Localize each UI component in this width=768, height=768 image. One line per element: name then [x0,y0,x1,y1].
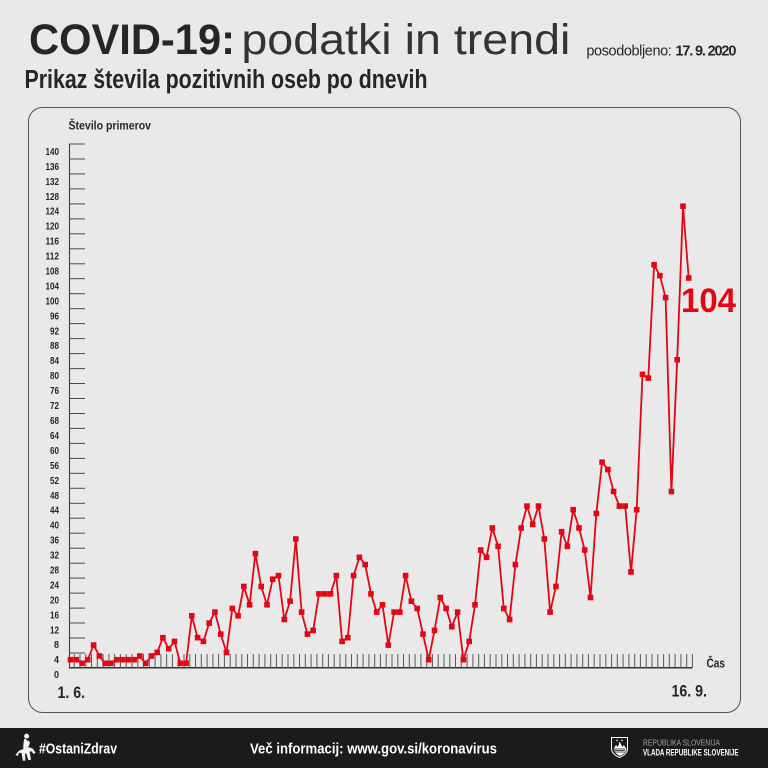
svg-text:80: 80 [50,370,59,382]
svg-text:140: 140 [46,146,60,158]
svg-text:VLADA REPUBLIKE SLOVENIJE: VLADA REPUBLIKE SLOVENIJE [643,748,739,759]
svg-text:96: 96 [50,310,59,322]
svg-text:112: 112 [46,251,60,263]
svg-text:88: 88 [50,340,59,352]
svg-text:#OstaniZdrav: #OstaniZdrav [39,742,117,758]
svg-text:16. 9.: 16. 9. [672,683,708,701]
svg-text:76: 76 [50,385,59,397]
svg-text:44: 44 [50,505,59,517]
svg-text:108: 108 [46,266,60,278]
svg-text:REPUBLIKA SLOVENIJA: REPUBLIKA SLOVENIJA [643,739,721,748]
svg-text:72: 72 [50,400,59,412]
svg-text:28: 28 [50,565,59,577]
svg-text:0: 0 [54,669,59,681]
svg-text:8: 8 [54,639,59,651]
svg-text:12: 12 [50,624,59,636]
svg-text:Čas: Čas [707,656,726,671]
svg-text:COVID-19:: COVID-19: [29,17,235,64]
svg-text:116: 116 [46,236,60,248]
svg-text:56: 56 [50,460,59,472]
svg-text:104: 104 [46,281,60,293]
svg-text:Število primerov: Število primerov [69,118,152,133]
svg-text:136: 136 [46,161,60,173]
svg-text:20: 20 [50,594,59,606]
svg-text:48: 48 [50,490,59,502]
svg-text:100: 100 [46,295,60,307]
svg-text:60: 60 [50,445,59,457]
svg-text:1. 6.: 1. 6. [58,684,86,702]
svg-text:16: 16 [50,609,59,621]
svg-text:84: 84 [50,355,59,367]
svg-text:52: 52 [50,475,59,487]
svg-text:Prikaz števila pozitivnih oseb: Prikaz števila pozitivnih oseb po dnevih [25,66,428,94]
svg-text:120: 120 [46,221,60,233]
svg-text:32: 32 [50,550,59,562]
svg-text:Več informacij: www.gov.si/kor: Več informacij: www.gov.si/koronavirus [250,742,497,758]
svg-text:40: 40 [50,520,59,532]
svg-text:posodobljeno: 17. 9. 2020: posodobljeno: 17. 9. 2020 [586,44,736,60]
svg-text:podatki in trendi: podatki in trendi [241,17,570,64]
svg-text:104: 104 [681,282,736,320]
svg-text:128: 128 [46,191,60,203]
svg-text:24: 24 [50,579,59,591]
svg-text:132: 132 [46,176,60,188]
svg-text:36: 36 [50,535,59,547]
svg-text:92: 92 [50,325,59,337]
svg-text:64: 64 [50,430,59,442]
svg-text:124: 124 [46,206,60,218]
svg-text:4: 4 [54,654,59,666]
svg-text:68: 68 [50,415,59,427]
